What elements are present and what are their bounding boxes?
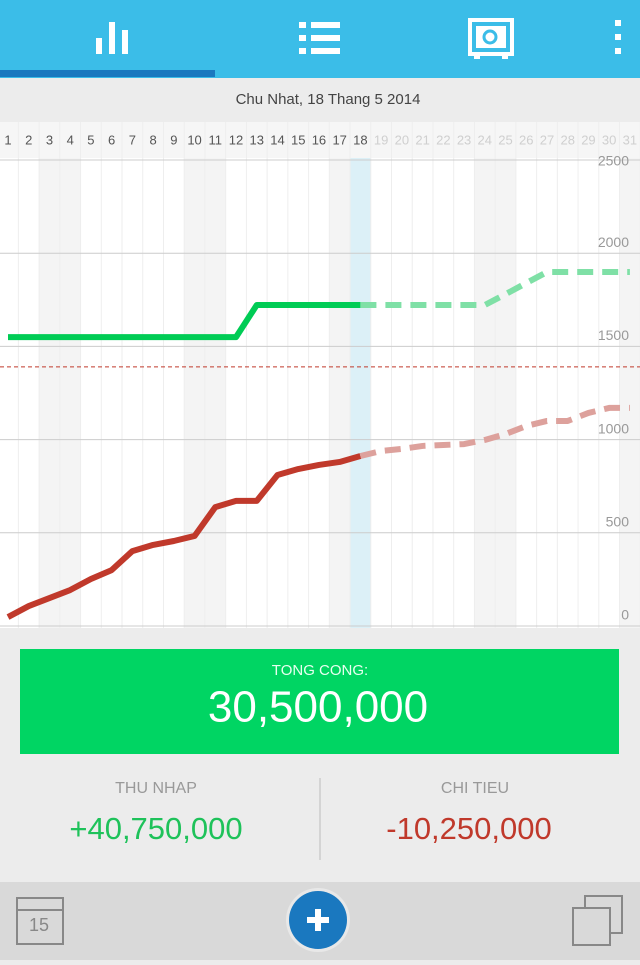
- income-label: THU NHAP: [115, 780, 197, 797]
- chart-tab-icon[interactable]: [96, 22, 128, 54]
- day-label: 7: [129, 132, 136, 147]
- list-tab-icon[interactable]: [299, 22, 340, 54]
- income-value: +40,750,000: [69, 811, 242, 846]
- day-label: 5: [87, 132, 94, 147]
- day-label: 9: [170, 132, 177, 147]
- day-label: 15: [291, 132, 305, 147]
- total-box: [20, 649, 619, 754]
- day-label: 10: [187, 132, 201, 147]
- day-label: 31: [623, 132, 637, 147]
- safe-tab-icon[interactable]: [468, 18, 514, 59]
- day-label: 6: [108, 132, 115, 147]
- weekend-column: [329, 158, 351, 628]
- day-label-row: [0, 122, 640, 158]
- day-label: 13: [250, 132, 264, 147]
- weekend-column: [619, 158, 640, 628]
- day-label: 18: [353, 132, 367, 147]
- expense-label: CHI TIEU: [441, 780, 509, 797]
- day-label: 16: [312, 132, 326, 147]
- weekend-column: [204, 158, 226, 628]
- date-bar: [0, 78, 640, 122]
- copy-button[interactable]: [572, 895, 623, 946]
- day-label: 30: [602, 132, 616, 147]
- total-label: TONG CONG:: [272, 662, 368, 679]
- weekend-column: [39, 158, 60, 628]
- weekend-column: [495, 158, 516, 628]
- day-label: 22: [436, 132, 450, 147]
- expense-value: -10,250,000: [386, 811, 551, 846]
- weekend-column: [59, 158, 81, 628]
- date-text: Chu Nhat, 18 Thang 5 2014: [236, 91, 421, 108]
- y-tick-label: 500: [606, 514, 630, 530]
- day-label: 20: [395, 132, 409, 147]
- day-label: 8: [149, 132, 156, 147]
- day-label: 2: [25, 132, 32, 147]
- day-label: 21: [415, 132, 429, 147]
- add-button[interactable]: [286, 888, 350, 952]
- y-tick-label: 2500: [598, 153, 629, 169]
- series-line: [8, 302, 361, 341]
- today-column: [350, 158, 371, 628]
- day-label: 25: [498, 132, 512, 147]
- day-label: 19: [374, 132, 388, 147]
- total-value: 30,500,000: [208, 683, 428, 732]
- calendar-day: 15: [29, 915, 49, 935]
- weekend-column: [474, 158, 496, 628]
- day-label: 14: [270, 132, 284, 147]
- day-label: 3: [46, 132, 53, 147]
- series-line: [6, 453, 362, 620]
- day-label: 29: [581, 132, 595, 147]
- day-label: 11: [209, 132, 223, 147]
- day-label: 17: [332, 132, 346, 147]
- series-line: [360, 269, 630, 309]
- series-line: [359, 404, 630, 459]
- chart-area: [0, 158, 640, 628]
- y-tick-label: 1000: [598, 420, 629, 436]
- day-label: 1: [4, 132, 11, 147]
- chart: 1 2 3 4 5 6 7 8 9 10 11 12 13 14 15 16 17 18 19 20 21 22 23 24 2…: [0, 122, 640, 628]
- day-label: 12: [229, 132, 243, 147]
- weekend-column: [184, 158, 205, 628]
- y-tick-label: 2000: [598, 234, 629, 250]
- day-label: 27: [540, 132, 554, 147]
- day-label: 23: [457, 132, 471, 147]
- day-label: 28: [560, 132, 574, 147]
- y-tick-label: 1500: [598, 327, 629, 343]
- day-label: 26: [519, 132, 533, 147]
- y-tick-label: 0: [621, 607, 629, 623]
- day-label: 24: [478, 132, 492, 147]
- active-tab-indicator: [0, 70, 215, 77]
- calendar-button[interactable]: 15: [16, 897, 64, 945]
- menu-icon[interactable]: [615, 20, 621, 54]
- day-label: 4: [67, 132, 74, 147]
